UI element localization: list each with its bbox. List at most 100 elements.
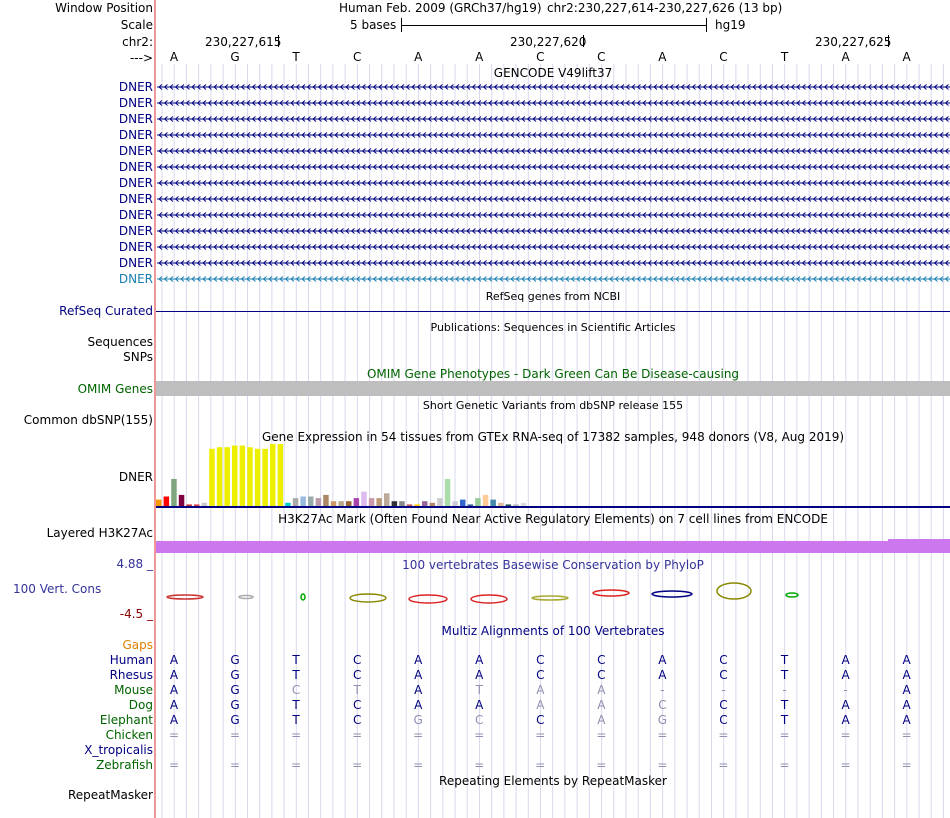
multiz-base: = (840, 728, 851, 742)
refseq-line[interactable] (156, 311, 950, 312)
gencode-strand-arrows (158, 116, 949, 122)
gencode-transcript-label[interactable]: DNER (118, 128, 153, 142)
tick-label-2: 230,227,620 (510, 35, 587, 49)
multiz-base: = (413, 728, 424, 742)
multiz-base: A (902, 683, 911, 697)
multiz-base: C (475, 713, 484, 727)
gtex-bar (467, 504, 474, 506)
gtex-label[interactable]: DNER (118, 470, 153, 484)
multiz-base: C (352, 698, 362, 712)
multiz-species-label[interactable]: Human (109, 653, 153, 667)
refseq-title: RefSeq genes from NCBI (485, 290, 621, 303)
gencode-transcript-label[interactable]: DNER (118, 224, 153, 238)
base-letter: C (352, 50, 362, 64)
multiz-species-label[interactable]: Chicken (105, 728, 153, 742)
multiz-base: = (168, 758, 180, 772)
phylop-mark (592, 589, 630, 597)
tick-label-1: 230,227,615 (205, 35, 282, 49)
gencode-transcript-label[interactable]: DNER (118, 272, 153, 286)
gencode-transcript-label[interactable]: DNER (118, 80, 153, 94)
multiz-base: A (597, 698, 606, 712)
h3k27ac-title: H3K27Ac Mark (Often Found Near Active Re… (278, 512, 828, 526)
gencode-transcript-label[interactable]: DNER (118, 112, 153, 126)
gencode-transcript-label[interactable]: DNER (118, 96, 153, 110)
multiz-species-label[interactable]: Zebrafish (96, 758, 153, 772)
multiz-base: - (660, 683, 665, 697)
multiz-base: = (901, 728, 912, 742)
multiz-base: = (901, 758, 912, 772)
multiz-species-label[interactable]: X_tropicalis (84, 743, 153, 757)
multiz-base: A (841, 713, 850, 727)
gencode-transcript-label[interactable]: DNER (118, 144, 153, 158)
phylop-label[interactable]: 100 Vert. Cons (13, 582, 102, 596)
h3k27ac-bar-end[interactable] (888, 539, 950, 553)
h3k27ac-label[interactable]: Layered H3K27Ac (46, 526, 153, 540)
gencode-transcript-label[interactable]: DNER (118, 160, 153, 174)
multiz-base: A (536, 698, 545, 712)
gtex-bar (308, 496, 314, 506)
multiz-base: G (230, 653, 240, 667)
multiz-base: G (657, 713, 668, 727)
gtex-bar (429, 502, 436, 506)
base-letter: A (841, 50, 850, 64)
tick-mark-1 (278, 35, 279, 47)
multiz-base: C (352, 668, 362, 682)
gtex-bar (171, 479, 177, 506)
multiz-base: T (292, 653, 300, 667)
multiz-base: C (536, 653, 545, 667)
gencode-transcript-label[interactable]: DNER (118, 176, 153, 190)
multiz-base: = (352, 728, 363, 742)
tick-mark-2 (583, 35, 584, 47)
multiz-base: A (414, 683, 423, 697)
gencode-transcript-label[interactable]: DNER (118, 240, 153, 254)
phylop-max-label: 4.88 _ (116, 557, 153, 571)
gencode-transcript-label[interactable]: DNER (118, 208, 153, 222)
gencode-transcript-label[interactable]: DNER (118, 256, 153, 270)
gtex-bar (232, 445, 238, 506)
dbsnp-label[interactable]: Common dbSNP(155) (23, 413, 153, 427)
gtex-bar (315, 498, 322, 506)
gtex-title: Gene Expression in 54 tissues from GTEx … (261, 430, 845, 444)
multiz-base: = (168, 728, 180, 742)
multiz-base: = (657, 758, 668, 772)
multiz-base: = (535, 758, 546, 772)
multiz-base: T (780, 713, 789, 727)
gtex-bar (437, 498, 443, 506)
multiz-base: C (352, 653, 362, 667)
gencode-strand-arrows (158, 196, 949, 202)
snps-label[interactable]: SNPs (123, 350, 153, 364)
position-label: chr2:230,227,614-230,227,626 (13 bp) (547, 1, 783, 15)
phylop-mark (716, 582, 752, 600)
repeatmasker-label[interactable]: RepeatMasker (67, 788, 153, 802)
multiz-base: C (291, 683, 301, 697)
multiz-base: G (413, 713, 423, 727)
gtex-bar (270, 444, 276, 506)
multiz-base: T (780, 668, 789, 682)
gtex-bar (391, 501, 398, 506)
gtex-bar (178, 494, 185, 506)
omim-label[interactable]: OMIM Genes (77, 382, 153, 396)
refseq-label[interactable]: RefSeq Curated (59, 304, 153, 318)
gencode-transcript-label[interactable]: DNER (118, 192, 153, 206)
multiz-base: = (535, 728, 546, 742)
publications-label[interactable]: Sequences (87, 335, 153, 349)
scale-text: 5 bases (350, 18, 397, 32)
gtex-bar (323, 494, 329, 506)
multiz-base: A (475, 653, 484, 667)
multiz-species-label[interactable]: Elephant (99, 713, 153, 727)
gencode-transcripts[interactable] (157, 84, 950, 282)
multiz-base: A (414, 668, 423, 682)
multiz-species-label[interactable]: Rhesus (109, 668, 153, 682)
h3k27ac-bar[interactable] (156, 541, 888, 553)
multiz-base: T (292, 713, 300, 727)
gtex-bar (338, 501, 344, 506)
omim-bar[interactable] (156, 381, 950, 396)
multiz-species-label[interactable]: Dog (128, 698, 153, 712)
multiz-base: = (596, 728, 607, 742)
multiz-species-label[interactable]: Mouse (114, 683, 153, 697)
gtex-bar (490, 499, 496, 506)
multiz-base: C (719, 713, 728, 727)
multiz-base: = (779, 728, 790, 742)
multiz-base: A (597, 713, 606, 727)
